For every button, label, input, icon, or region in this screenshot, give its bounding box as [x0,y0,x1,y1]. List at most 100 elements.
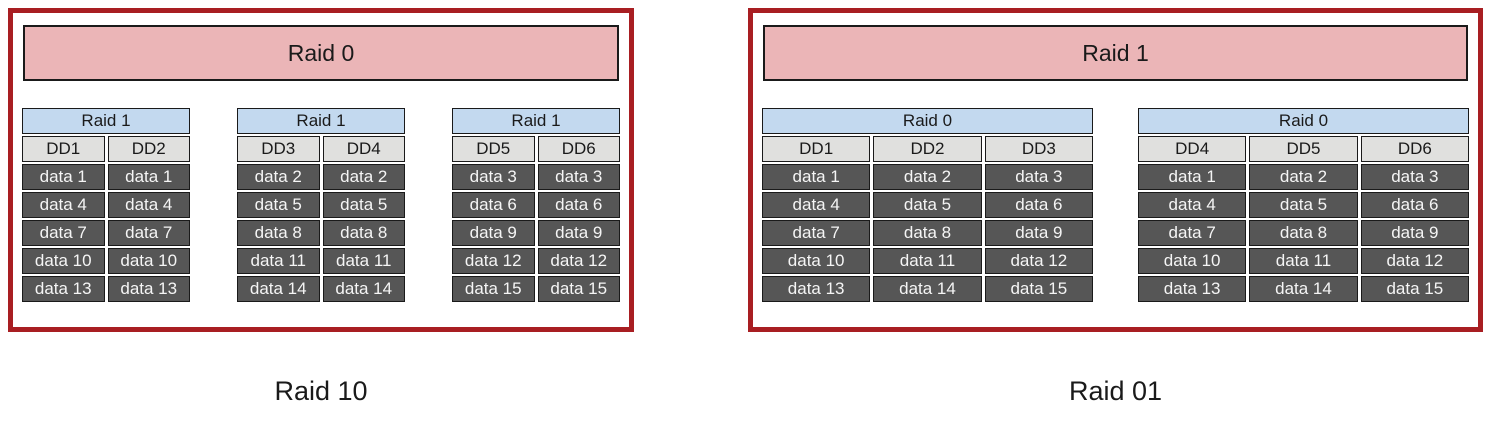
data-block-cell: data 4 [1138,192,1247,218]
data-block-cell: data 6 [1360,192,1469,218]
disk-column-header: DD1 [762,136,871,162]
data-block-cell: data 3 [537,164,620,190]
data-block-cell: data 4 [762,192,871,218]
data-block-cell: data 12 [1360,248,1469,274]
data-block-cell: data 3 [452,164,535,190]
data-block-cell: data 1 [107,164,190,190]
data-block-cell: data 6 [452,192,535,218]
raid01-diagram: Raid 1 Raid 0 DD1 DD2 DD3 data 1 data 2 data 3… [748,8,1483,407]
data-block-row: data 2 data 2 [237,164,405,190]
disk-set-raid-level-header: Raid 0 [762,108,1093,134]
data-block-cell: data 11 [1249,248,1358,274]
disk-column-header: DD4 [322,136,405,162]
data-block-cell: data 5 [873,192,982,218]
disk-set-table: Raid 1 DD5 DD6 data 3 data 3 data 6 data 6 data… [449,106,623,304]
disk-column-header: DD5 [1249,136,1358,162]
raid10-top-level-banner: Raid 0 [23,25,619,81]
raid01-top-level-banner: Raid 1 [763,25,1468,81]
data-block-row: data 13 data 13 [22,276,190,302]
disk-column-header: DD4 [1138,136,1247,162]
data-block-cell: data 12 [537,248,620,274]
data-block-cell: data 5 [237,192,320,218]
data-block-cell: data 9 [1360,220,1469,246]
disk-column-header: DD3 [984,136,1093,162]
disk-set-raid-level-header: Raid 0 [1138,108,1469,134]
raid10-mirror-sets: Raid 1 DD1 DD2 data 1 data 1 data 4 data 4 data… [19,106,623,304]
data-block-cell: data 11 [322,248,405,274]
data-block-cell: data 8 [1249,220,1358,246]
data-block-cell: data 7 [22,220,105,246]
data-block-row: data 7 data 7 [22,220,190,246]
data-block-cell: data 14 [1249,276,1358,302]
data-block-cell: data 8 [322,220,405,246]
raid10-caption: Raid 10 [274,376,368,406]
data-block-row: data 5 data 5 [237,192,405,218]
data-block-cell: data 10 [762,248,871,274]
disk-set-raid-level-header: Raid 1 [452,108,620,134]
raid10-top-level-label: Raid 0 [287,39,355,66]
data-block-cell: data 4 [22,192,105,218]
data-block-cell: data 1 [762,164,871,190]
data-block-row: data 3 data 3 [452,164,620,190]
disk-column-header: DD5 [452,136,535,162]
data-block-cell: data 11 [873,248,982,274]
data-block-row: data 1 data 2 data 3 [762,164,1093,190]
data-block-row: data 1 data 1 [22,164,190,190]
data-block-cell: data 9 [984,220,1093,246]
data-block-cell: data 7 [1138,220,1247,246]
data-block-row: data 13 data 14 data 15 [762,276,1093,302]
data-block-cell: data 6 [537,192,620,218]
raid01-caption: Raid 01 [1068,376,1163,406]
disk-column-header: DD6 [537,136,620,162]
data-block-cell: data 7 [107,220,190,246]
data-block-row: data 4 data 4 [22,192,190,218]
data-block-row: data 4 data 5 data 6 [1138,192,1469,218]
data-block-cell: data 3 [1360,164,1469,190]
data-block-cell: data 9 [537,220,620,246]
data-block-cell: data 10 [107,248,190,274]
data-block-cell: data 15 [984,276,1093,302]
disk-set-table: Raid 1 DD3 DD4 data 2 data 2 data 5 data 5 data… [234,106,408,304]
data-block-cell: data 15 [452,276,535,302]
disk-set-raid-level-header: Raid 1 [22,108,190,134]
data-block-cell: data 2 [322,164,405,190]
data-block-row: data 7 data 8 data 9 [762,220,1093,246]
raid01-outer-box: Raid 1 Raid 0 DD1 DD2 DD3 data 1 data 2 data 3… [748,8,1483,332]
data-block-cell: data 15 [1360,276,1469,302]
data-block-row: data 12 data 12 [452,248,620,274]
data-block-row: data 6 data 6 [452,192,620,218]
data-block-cell: data 14 [322,276,405,302]
disk-column-header: DD2 [107,136,190,162]
data-block-cell: data 13 [1138,276,1247,302]
data-block-row: data 11 data 11 [237,248,405,274]
data-block-row: data 10 data 11 data 12 [762,248,1093,274]
data-block-cell: data 2 [237,164,320,190]
data-block-cell: data 2 [1249,164,1358,190]
data-block-cell: data 1 [1138,164,1247,190]
disk-column-header: DD6 [1360,136,1469,162]
data-block-row: data 14 data 14 [237,276,405,302]
data-block-row: data 8 data 8 [237,220,405,246]
data-block-cell: data 5 [1249,192,1358,218]
raid01-top-level-label: Raid 1 [1082,39,1149,66]
disk-column-header: DD1 [22,136,105,162]
data-block-row: data 13 data 14 data 15 [1138,276,1469,302]
raid10-diagram: Raid 0 Raid 1 DD1 DD2 data 1 data 1 data 4 dat… [8,8,634,407]
data-block-cell: data 8 [237,220,320,246]
data-block-cell: data 11 [237,248,320,274]
data-block-row: data 1 data 2 data 3 [1138,164,1469,190]
data-block-cell: data 10 [1138,248,1247,274]
data-block-row: data 15 data 15 [452,276,620,302]
disk-column-header: DD2 [873,136,982,162]
disk-set-table: Raid 1 DD1 DD2 data 1 data 1 data 4 data 4 data… [19,106,193,304]
data-block-cell: data 7 [762,220,871,246]
data-block-cell: data 13 [762,276,871,302]
data-block-cell: data 15 [537,276,620,302]
data-block-cell: data 8 [873,220,982,246]
data-block-cell: data 14 [237,276,320,302]
data-block-row: data 4 data 5 data 6 [762,192,1093,218]
disk-set-raid-level-header: Raid 1 [237,108,405,134]
data-block-cell: data 12 [452,248,535,274]
